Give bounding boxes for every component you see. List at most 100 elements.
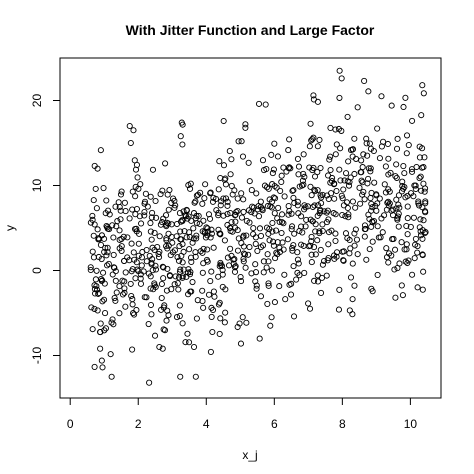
data-point xyxy=(129,301,136,308)
data-point xyxy=(304,203,311,210)
data-point xyxy=(149,209,156,216)
data-point xyxy=(190,225,197,232)
data-point xyxy=(351,282,358,289)
data-point xyxy=(91,305,98,312)
data-point xyxy=(359,164,366,171)
data-point xyxy=(419,251,426,258)
data-point xyxy=(336,67,343,74)
data-point xyxy=(305,300,312,307)
data-point xyxy=(199,298,206,305)
data-point xyxy=(101,296,108,303)
data-point xyxy=(99,298,106,305)
data-point xyxy=(160,275,167,282)
data-point xyxy=(300,170,307,177)
data-point xyxy=(312,228,319,235)
data-point xyxy=(207,189,214,196)
data-point xyxy=(196,220,203,227)
data-point xyxy=(376,195,383,202)
data-point xyxy=(325,241,332,248)
data-point xyxy=(291,230,298,237)
data-point xyxy=(156,233,163,240)
data-point xyxy=(133,306,140,314)
data-point xyxy=(217,202,224,209)
data-point xyxy=(224,198,231,205)
data-point xyxy=(409,271,416,278)
data-point xyxy=(190,343,198,351)
data-point xyxy=(169,239,176,246)
data-point xyxy=(205,291,213,298)
data-point xyxy=(92,276,99,283)
data-point xyxy=(190,210,198,217)
data-point xyxy=(403,241,410,248)
data-point xyxy=(175,274,183,281)
data-point xyxy=(385,198,392,205)
data-point xyxy=(147,228,154,235)
data-point xyxy=(419,204,426,211)
data-point xyxy=(347,274,355,281)
data-point xyxy=(268,314,275,321)
x-tick-label: 8 xyxy=(339,417,346,431)
data-point xyxy=(159,187,166,194)
data-point xyxy=(282,296,289,303)
data-point xyxy=(403,150,410,157)
data-point xyxy=(349,260,356,267)
data-point xyxy=(396,204,403,211)
x-tick-label: 2 xyxy=(135,417,142,431)
data-point xyxy=(177,133,184,140)
data-point xyxy=(330,210,337,217)
data-point xyxy=(374,125,381,132)
data-point xyxy=(245,251,252,258)
data-point xyxy=(137,280,144,287)
data-point xyxy=(259,157,267,164)
data-point xyxy=(394,216,401,223)
data-point xyxy=(148,311,155,318)
data-point xyxy=(158,294,165,302)
data-point xyxy=(112,297,119,304)
data-point xyxy=(351,135,358,142)
data-point xyxy=(187,185,194,192)
data-point xyxy=(128,292,135,300)
data-point xyxy=(286,136,293,143)
data-point xyxy=(217,315,224,322)
data-point xyxy=(98,232,105,239)
data-point xyxy=(221,237,228,244)
data-point xyxy=(325,216,332,223)
data-point xyxy=(278,172,285,179)
data-point xyxy=(317,164,324,172)
data-point xyxy=(374,271,381,278)
data-point xyxy=(293,276,300,283)
data-point xyxy=(224,254,231,261)
data-point xyxy=(272,195,279,202)
data-point xyxy=(187,268,194,276)
data-point xyxy=(117,216,124,223)
data-point xyxy=(385,250,393,257)
data-point xyxy=(232,211,239,218)
data-point xyxy=(385,202,392,209)
data-point xyxy=(129,206,136,213)
data-point xyxy=(127,139,134,147)
data-point xyxy=(295,210,302,217)
data-point xyxy=(149,166,157,173)
data-point xyxy=(157,191,164,198)
data-point xyxy=(345,211,352,218)
data-point xyxy=(220,117,227,125)
data-point xyxy=(420,268,427,275)
data-point xyxy=(346,236,353,244)
data-point xyxy=(195,191,202,198)
data-point xyxy=(398,239,405,246)
data-point xyxy=(402,258,409,265)
data-point xyxy=(165,230,172,237)
data-point xyxy=(122,208,129,215)
data-point xyxy=(96,289,103,297)
data-point xyxy=(298,241,305,248)
data-point xyxy=(329,174,336,182)
data-point xyxy=(193,315,200,322)
data-point xyxy=(165,206,172,213)
data-point xyxy=(336,166,343,173)
data-point xyxy=(301,269,308,276)
data-point xyxy=(103,252,110,259)
data-point xyxy=(369,238,376,245)
data-point xyxy=(228,156,235,163)
data-point xyxy=(383,245,390,252)
